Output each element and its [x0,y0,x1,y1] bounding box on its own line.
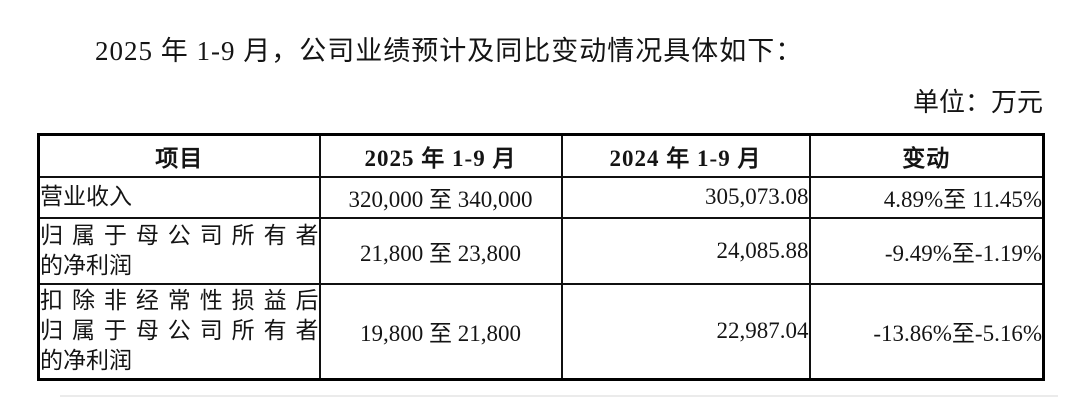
unit-label: 单位：万元 [912,88,1043,117]
forecast-2025-cell: 19,800 至 21,800 [318,282,563,381]
page-shadow-divider [60,395,1058,397]
actual-2024-cell: 305,073.08 [560,175,811,219]
performance-forecast-table: 项目 2025 年 1-9 月 2024 年 1-9 月 变动 营业收入 320… [37,133,1045,381]
header-cell-2025: 2025 年 1-9 月 [318,133,563,178]
actual-2024-cell: 22,987.04 [560,282,811,381]
forecast-2025-cell: 320,000 至 340,000 [318,175,563,219]
header-cell-2024: 2024 年 1-9 月 [560,133,811,178]
item-cell: 归属于母公司所有者 的净利润 [37,216,321,285]
item-line: 归属于母公司所有者 [40,318,319,344]
table-row-net-profit-deducted: 扣除非经常性损益后 归属于母公司所有者 的净利润 19,800 至 21,800… [37,282,1045,381]
forecast-2025-cell: 21,800 至 23,800 [318,216,563,285]
item-line: 的净利润 [40,252,133,278]
item-line: 营业收入 [40,184,133,209]
item-line: 扣除非经常性损益后 [40,288,319,314]
table-row-revenue: 营业收入 320,000 至 340,000 305,073.08 4.89%至… [37,175,1045,219]
item-cell: 扣除非经常性损益后 归属于母公司所有者 的净利润 [37,282,321,381]
header-cell-change: 变动 [808,133,1045,178]
table-row-net-profit: 归属于母公司所有者 的净利润 21,800 至 23,800 24,085.88… [37,216,1045,285]
table-header-row: 项目 2025 年 1-9 月 2024 年 1-9 月 变动 [37,133,1045,178]
item-cell: 营业收入 [37,175,321,219]
section-heading: 2025 年 1-9 月，公司业绩预计及同比变动情况具体如下： [95,36,804,66]
change-cell: -9.49%至-1.19% [808,216,1045,285]
item-line: 的净利润 [40,348,133,374]
item-line: 归属于母公司所有者 [40,222,319,248]
change-cell: 4.89%至 11.45% [808,175,1045,219]
change-cell: -13.86%至-5.16% [808,282,1045,381]
header-cell-item: 项目 [37,133,321,178]
actual-2024-cell: 24,085.88 [560,216,811,285]
